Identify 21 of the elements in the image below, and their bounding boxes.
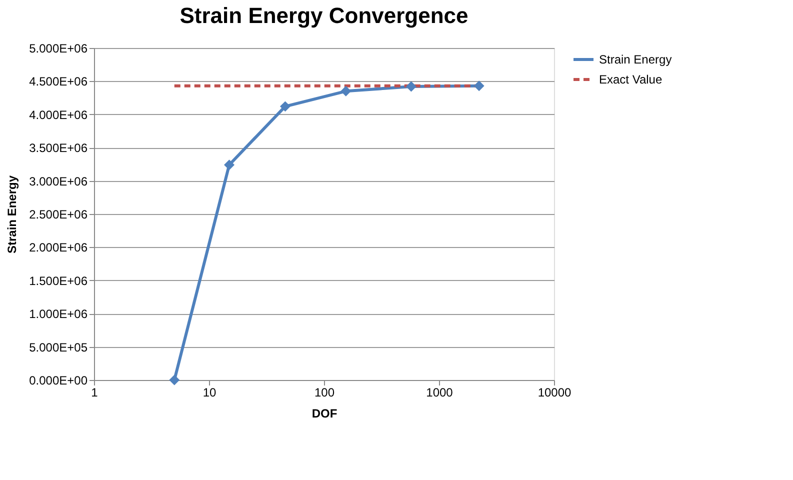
y-tick-label: 2.500E+06: [29, 208, 88, 222]
y-tick-label: 3.500E+06: [29, 141, 88, 156]
y-tick-label: 3.000E+06: [29, 174, 88, 188]
x-tick-label: 10: [202, 386, 216, 400]
y-tick-label: 4.500E+06: [29, 74, 88, 89]
y-tick-label: 5.000E+05: [29, 340, 88, 354]
x-tick-label: 10000: [538, 386, 572, 400]
y-tick-label: 2.000E+06: [29, 240, 88, 255]
y-tick-label: 1.500E+06: [29, 274, 88, 288]
x-tick-label: 1: [91, 386, 98, 400]
y-tick-label: 4.000E+06: [29, 108, 88, 122]
x-tick-label: 100: [314, 386, 335, 400]
y-tick-label: 5.000E+06: [29, 42, 88, 56]
chart-title: Strain Energy Convergence: [180, 3, 468, 28]
x-tick-label: 1000: [426, 386, 454, 400]
y-axis-title: Strain Energy: [5, 175, 20, 254]
legend-label: Exact Value: [599, 72, 662, 86]
y-tick-label: 0.000E+00: [29, 374, 88, 388]
legend-label: Strain Energy: [599, 52, 672, 66]
y-tick-label: 1.000E+06: [29, 307, 88, 322]
x-axis-title: DOF: [312, 406, 338, 420]
